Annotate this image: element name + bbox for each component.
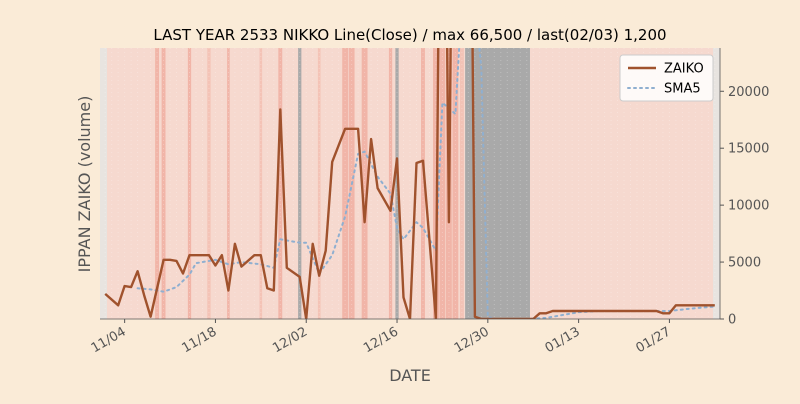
plot-band <box>298 48 302 319</box>
x-tick-label: 11/04 <box>89 324 129 356</box>
plot-edge-band <box>100 48 107 319</box>
plot-band <box>421 48 425 319</box>
legend-label-zaiko: ZAIKO <box>664 62 704 77</box>
plot-band <box>278 48 283 319</box>
chart-title: LAST YEAR 2533 NIKKO Line(Close) / max 6… <box>153 26 666 44</box>
plot-band <box>227 48 230 319</box>
y-tick-label: 0 <box>728 313 736 328</box>
y-tick-label: 10000 <box>728 199 769 214</box>
series-layer <box>104 48 716 319</box>
series-line-zaiko <box>104 48 715 319</box>
plot-band <box>207 48 211 319</box>
plot-area <box>100 48 720 319</box>
plot-band <box>317 48 321 319</box>
plot-band <box>452 48 459 319</box>
y-tick-label: 5000 <box>728 256 761 271</box>
plot-band <box>155 48 160 319</box>
plot-band <box>439 48 446 319</box>
plot-band <box>259 48 263 319</box>
y-axis-label: IPPAN ZAIKO (volume) <box>75 96 94 273</box>
x-axis-label: DATE <box>389 366 431 385</box>
y-tick-label: 20000 <box>728 85 769 100</box>
plot-edge-band <box>713 48 720 319</box>
plot-band <box>388 48 393 319</box>
legend-box <box>619 54 714 102</box>
series-line-sma5 <box>136 48 716 319</box>
legend: ZAIKO SMA5 <box>619 54 714 102</box>
plot-band <box>459 48 464 319</box>
plot-band-holiday <box>465 48 530 319</box>
plot-band <box>342 48 349 319</box>
x-tick-label: 01/27 <box>633 324 673 356</box>
x-tick-label: 01/13 <box>543 324 583 356</box>
legend-label-sma5: SMA5 <box>664 82 701 97</box>
plot-band <box>161 48 166 319</box>
x-tick-label: 11/18 <box>179 324 219 356</box>
x-tick-label: 12/02 <box>270 324 310 356</box>
x-tick-label: 12/30 <box>452 324 492 356</box>
plot-band <box>187 48 192 319</box>
y-tick-label: 15000 <box>728 142 769 157</box>
plot-bands <box>100 48 720 319</box>
plot-band <box>361 48 368 319</box>
x-tick-label: 12/16 <box>361 324 401 356</box>
